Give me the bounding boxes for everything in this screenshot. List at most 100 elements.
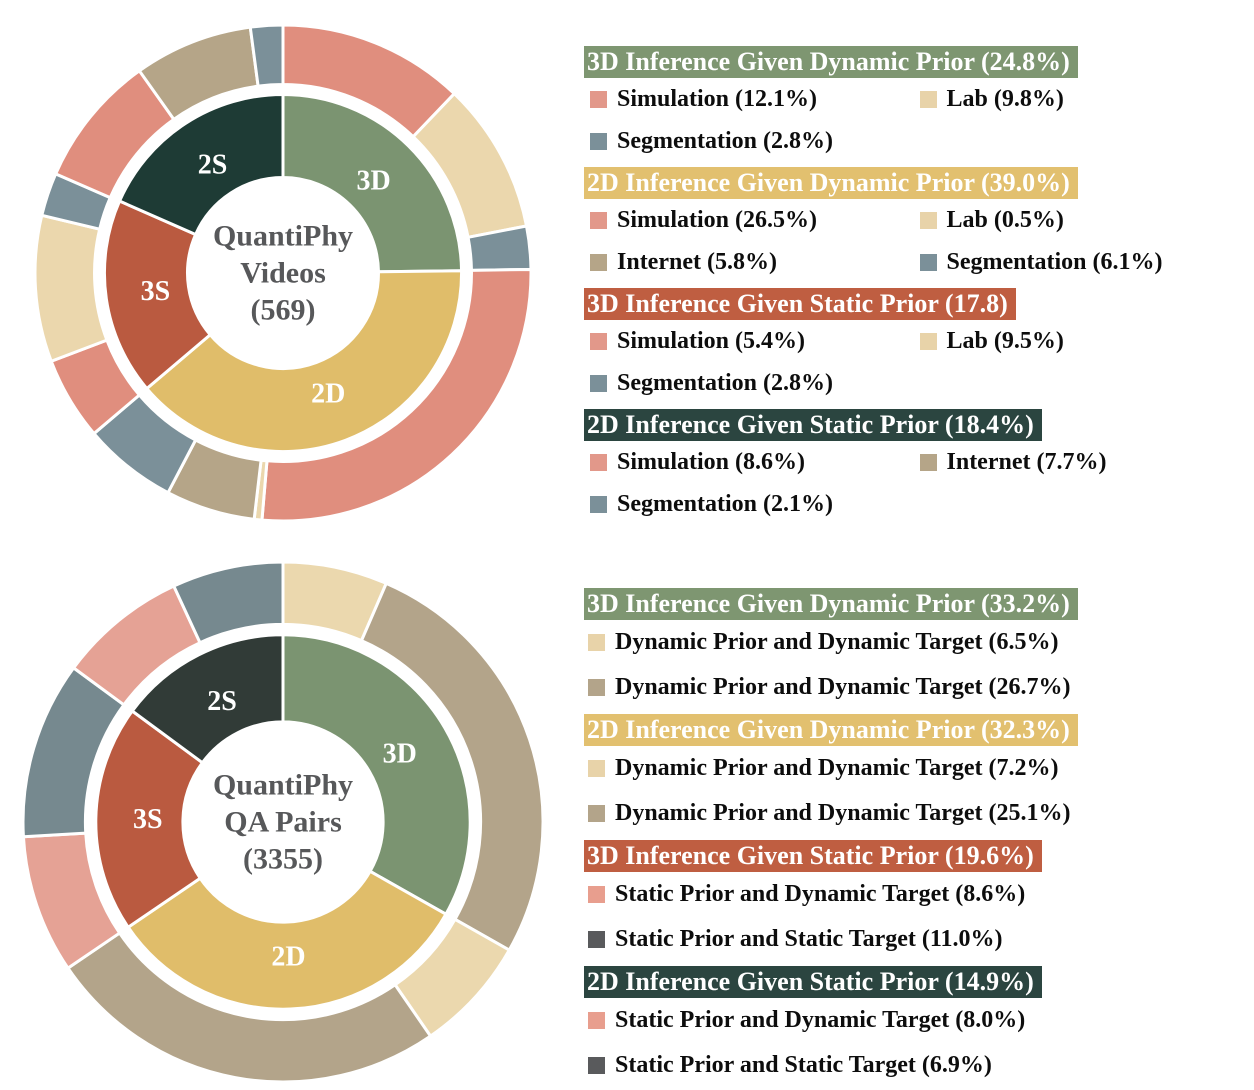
ring-label-3d: 3D bbox=[383, 738, 417, 769]
inner-segment-2s bbox=[118, 92, 285, 237]
legend-swatch-icon bbox=[588, 679, 605, 696]
legend-item: Static Prior and Static Target (11.0%) bbox=[588, 926, 1003, 953]
legend-group: 3D Inference Given Static Prior (19.6%) S… bbox=[584, 840, 1249, 962]
legend-item: Segmentation (2.1%) bbox=[590, 491, 936, 518]
legend-swatch-icon bbox=[588, 805, 605, 822]
legend-item-label: Static Prior and Dynamic Target (8.6%) bbox=[615, 881, 1026, 907]
legend-swatch-icon bbox=[588, 931, 605, 948]
ring-label-3d: 3D bbox=[356, 166, 390, 197]
inner-segment-3d bbox=[281, 633, 472, 916]
inner-segment-3s bbox=[94, 709, 204, 929]
legend-swatch-icon bbox=[590, 132, 607, 150]
legend-item: Segmentation (2.8%) bbox=[590, 370, 936, 397]
legend-group-title: 3D Inference Given Static Prior (17.8) bbox=[584, 288, 1016, 320]
legend-item-label: Lab (0.5%) bbox=[946, 206, 1064, 233]
legend-item-label: Dynamic Prior and Dynamic Target (25.1%) bbox=[615, 800, 1071, 826]
legend-item-label: Dynamic Prior and Dynamic Target (26.7%) bbox=[615, 674, 1071, 700]
inner-segment-2d bbox=[126, 869, 448, 1011]
legend-item: Simulation (5.4%) bbox=[590, 328, 920, 355]
legend-item-label: Static Prior and Dynamic Target (8.0%) bbox=[615, 1007, 1026, 1033]
legend-group: 2D Inference Given Dynamic Prior (32.3%)… bbox=[584, 714, 1249, 836]
legend-row: Simulation (12.1%) Lab (9.8%) bbox=[584, 78, 1249, 120]
legend-videos: 3D Inference Given Dynamic Prior (24.8%)… bbox=[584, 46, 1249, 530]
legend-row: Simulation (8.6%) Internet (7.7%) bbox=[584, 441, 1249, 483]
legend-item: Static Prior and Dynamic Target (8.0%) bbox=[588, 1007, 1025, 1034]
legend-item: Segmentation (6.1%) bbox=[919, 248, 1250, 276]
legend-group: 3D Inference Given Dynamic Prior (33.2%)… bbox=[584, 588, 1249, 710]
center-text-line: QuantiPhy bbox=[213, 769, 353, 802]
outer-segment-segmentation bbox=[248, 23, 285, 88]
legend-item: Static Prior and Static Target (6.9%) bbox=[588, 1052, 992, 1079]
ring-label-2d: 2D bbox=[271, 942, 305, 973]
legend-row: Segmentation (2.8%) bbox=[584, 362, 1249, 404]
center-text-line: (569) bbox=[251, 294, 316, 327]
legend-item: Dynamic Prior and Dynamic Target (26.7%) bbox=[588, 674, 1071, 701]
legend-item: Lab (0.5%) bbox=[919, 206, 1250, 234]
legend-swatch-icon bbox=[919, 253, 937, 271]
center-text-line: QuantiPhy bbox=[213, 220, 353, 253]
outer-segment-static-prior-and-static-target bbox=[172, 560, 285, 645]
inner-segment-2s bbox=[130, 633, 285, 765]
legend-swatch-icon bbox=[588, 634, 605, 651]
legend-group-title: 2D Inference Given Dynamic Prior (32.3%) bbox=[584, 714, 1078, 746]
ring-label-3s: 3S bbox=[141, 276, 171, 307]
legend-item-label: Lab (9.5%) bbox=[946, 327, 1064, 354]
legend-row: Internet (5.8%) Segmentation (6.1%) bbox=[584, 241, 1249, 283]
legend-item-label: Dynamic Prior and Dynamic Target (6.5%) bbox=[615, 629, 1059, 655]
legend-group-title: 2D Inference Given Static Prior (18.4%) bbox=[584, 409, 1042, 441]
legend-qa-pairs: 3D Inference Given Dynamic Prior (33.2%)… bbox=[584, 588, 1249, 1090]
legend-row: Segmentation (2.8%) bbox=[584, 120, 1249, 162]
legend-swatch-icon bbox=[590, 253, 607, 271]
legend-swatch-icon bbox=[588, 760, 605, 777]
legend-item: Lab (9.8%) bbox=[919, 85, 1250, 113]
legend-swatch-icon bbox=[588, 886, 605, 903]
legend-item: Simulation (26.5%) bbox=[590, 207, 920, 234]
legend-group-title: 3D Inference Given Dynamic Prior (24.8%) bbox=[584, 46, 1078, 78]
legend-row: Static Prior and Dynamic Target (8.6%) bbox=[584, 872, 1249, 917]
legend-swatch-icon bbox=[590, 495, 607, 513]
legend-item-label: Segmentation (2.8%) bbox=[617, 127, 833, 154]
legend-item-label: Simulation (8.6%) bbox=[617, 448, 806, 475]
legend-item-label: Simulation (26.5%) bbox=[617, 206, 818, 233]
legend-swatch-icon bbox=[919, 453, 937, 471]
legend-swatch-icon bbox=[590, 332, 607, 350]
inner-segment-2d bbox=[145, 269, 464, 454]
legend-swatch-icon bbox=[590, 374, 607, 392]
legend-swatch-icon bbox=[919, 332, 937, 350]
legend-item: Segmentation (2.8%) bbox=[590, 128, 936, 155]
legend-row: Dynamic Prior and Dynamic Target (25.1%) bbox=[584, 791, 1249, 836]
legend-row: Simulation (5.4%) Lab (9.5%) bbox=[584, 320, 1249, 362]
center-text-line: Videos bbox=[240, 257, 326, 290]
legend-item: Dynamic Prior and Dynamic Target (6.5%) bbox=[588, 629, 1059, 656]
legend-swatch-icon bbox=[588, 1057, 605, 1074]
center-text-line: (3355) bbox=[243, 843, 323, 876]
legend-group-title: 3D Inference Given Static Prior (19.6%) bbox=[584, 840, 1042, 872]
legend-swatch-icon bbox=[919, 211, 937, 229]
legend-item-label: Lab (9.8%) bbox=[946, 85, 1064, 112]
legend-row: Segmentation (2.1%) bbox=[584, 483, 1249, 525]
legend-group: 2D Inference Given Static Prior (14.9%) S… bbox=[584, 966, 1249, 1088]
legend-swatch-icon bbox=[590, 90, 607, 108]
legend-row: Static Prior and Dynamic Target (8.0%) bbox=[584, 998, 1249, 1043]
ring-label-3s: 3S bbox=[133, 804, 163, 835]
legend-swatch-icon bbox=[588, 1012, 605, 1029]
legend-item-label: Simulation (12.1%) bbox=[617, 85, 818, 112]
donut-chart-qa-pairs: 3D 2D 3S 2S QuantiPhy QA Pairs (3355) bbox=[21, 560, 545, 1084]
legend-group-title: 3D Inference Given Dynamic Prior (33.2%) bbox=[584, 588, 1078, 620]
donut-chart-videos: 3D 2D 3S 2S QuantiPhy Videos (569) bbox=[33, 23, 533, 523]
ring-label-2d: 2D bbox=[311, 378, 345, 409]
outer-segment-lab bbox=[33, 213, 109, 363]
legend-row: Static Prior and Static Target (11.0%) bbox=[584, 917, 1249, 962]
legend-group: 3D Inference Given Static Prior (17.8) Si… bbox=[584, 288, 1249, 404]
legend-item-label: Static Prior and Static Target (11.0%) bbox=[615, 926, 1003, 952]
legend-row: Dynamic Prior and Dynamic Target (7.2%) bbox=[584, 746, 1249, 791]
legend-row: Dynamic Prior and Dynamic Target (6.5%) bbox=[584, 620, 1249, 665]
legend-swatch-icon bbox=[590, 211, 607, 229]
legend-item: Dynamic Prior and Dynamic Target (25.1%) bbox=[588, 800, 1071, 827]
legend-item-label: Static Prior and Static Target (6.9%) bbox=[615, 1052, 992, 1078]
legend-item-label: Segmentation (6.1%) bbox=[946, 248, 1163, 275]
legend-row: Simulation (26.5%) Lab (0.5%) bbox=[584, 199, 1249, 241]
legend-item: Internet (7.7%) bbox=[919, 449, 1250, 476]
inner-segment-3d bbox=[281, 92, 464, 274]
